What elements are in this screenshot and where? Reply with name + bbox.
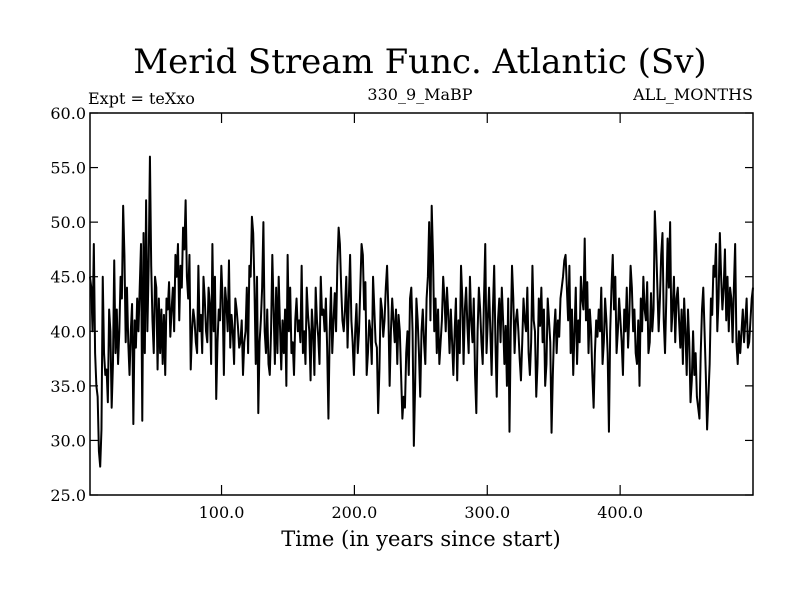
- months-label: ALL_MONTHS: [632, 85, 753, 104]
- x-tick-label: 100.0: [199, 503, 245, 522]
- x-axis-label: Time (in years since start): [281, 527, 560, 551]
- x-tick-label: 400.0: [597, 503, 643, 522]
- chart-title: Merid Stream Func. Atlantic (Sv): [133, 42, 706, 82]
- experiment-label: Expt = teXxo: [88, 89, 195, 108]
- y-axis: 25.0 30.0 35.0 40.0 45.0 50.0 55.0 60.0: [50, 104, 753, 505]
- x-tick-label: 300.0: [464, 503, 510, 522]
- y-tick-label: 40.0: [50, 322, 86, 341]
- y-tick-label: 45.0: [50, 268, 86, 287]
- y-tick-label: 60.0: [50, 104, 86, 123]
- y-tick-label: 55.0: [50, 159, 86, 178]
- y-tick-label: 50.0: [50, 213, 86, 232]
- y-tick-label: 30.0: [50, 431, 86, 450]
- x-tick-label: 200.0: [331, 503, 377, 522]
- x-axis: 100.0 200.0 300.0 400.0: [199, 113, 643, 522]
- plot-frame: [89, 112, 754, 496]
- data-series-line: [89, 155, 754, 468]
- period-label: 330_9_MaBP: [367, 85, 472, 104]
- y-tick-label: 25.0: [50, 486, 86, 505]
- y-tick-label: 35.0: [50, 377, 86, 396]
